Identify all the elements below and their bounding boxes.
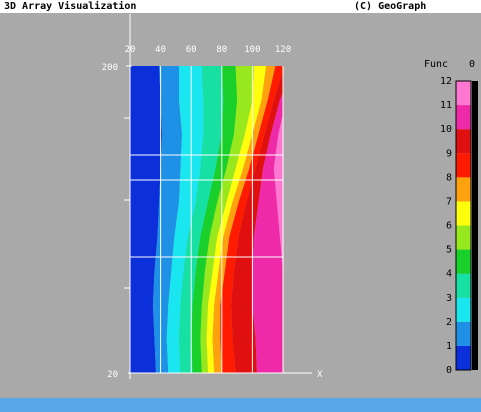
colorbar-swatch-6 — [456, 201, 471, 226]
colorbar-swatch-7 — [456, 177, 471, 202]
x-tick-label: 100 — [244, 45, 260, 55]
colorbar-frame — [455, 80, 472, 371]
legend-level-label: 1 — [446, 341, 452, 352]
legend-level-label: 11 — [440, 100, 452, 111]
legend-level-label: 5 — [446, 245, 452, 256]
title-bar: 3D Array Visualization (C) GeoGraph — [0, 0, 481, 13]
legend-level-label: 10 — [440, 124, 452, 135]
legend-level-label: 0 — [446, 365, 452, 376]
status-bar — [0, 398, 481, 412]
legend-level-label: 8 — [446, 172, 452, 183]
contour-band-7 — [212, 66, 276, 373]
colorbar-swatch-10 — [456, 105, 471, 130]
x-tick-label: 60 — [186, 45, 197, 55]
app-title: 3D Array Visualization — [4, 1, 137, 12]
contour-band-2 — [166, 66, 204, 373]
legend-level-label: 6 — [446, 221, 452, 232]
copyright-label: (C) GeoGraph — [354, 1, 427, 12]
contour-band-8 — [220, 66, 283, 373]
x-tick-label: 120 — [275, 45, 291, 55]
legend-level-label: 12 — [440, 76, 452, 87]
colorbar-swatch-5 — [456, 225, 471, 250]
contour-band-5 — [200, 66, 254, 373]
legend-level-label: 9 — [446, 148, 452, 159]
y-tick-label: 20 — [107, 370, 118, 380]
colorbar-swatch-3 — [456, 273, 471, 298]
colorbar-swatch-1 — [456, 321, 471, 346]
contour-band-6 — [206, 66, 267, 373]
x-tick-label: 20 — [125, 45, 136, 55]
legend-value: 0 — [469, 59, 475, 70]
colorbar-swatch-8 — [456, 153, 471, 178]
y-tick-label: 200 — [102, 63, 118, 73]
x-axis-label: X — [317, 370, 323, 380]
colorbar-swatch-0 — [456, 345, 471, 370]
legend-level-label: 2 — [446, 317, 452, 328]
value-indicator-bar — [472, 81, 478, 370]
colorbar-swatch-11 — [456, 81, 471, 106]
x-tick-label: 40 — [155, 45, 166, 55]
legend-level-label: 3 — [446, 293, 452, 304]
x-tick-label: 80 — [216, 45, 227, 55]
contour-band-3 — [179, 66, 224, 373]
colorbar-swatch-9 — [456, 129, 471, 154]
contour-band-11 — [273, 113, 283, 271]
contour-band-10 — [252, 92, 283, 373]
colorbar-swatch-2 — [456, 297, 471, 322]
legend-level-label: 4 — [446, 269, 452, 280]
contour-band-4 — [191, 66, 238, 373]
legend-level-label: 7 — [446, 196, 452, 207]
contour-band-9 — [231, 70, 283, 373]
legend-title: Func — [424, 59, 448, 70]
colorbar-swatch-4 — [456, 249, 471, 274]
contour-band-0 — [130, 66, 163, 373]
